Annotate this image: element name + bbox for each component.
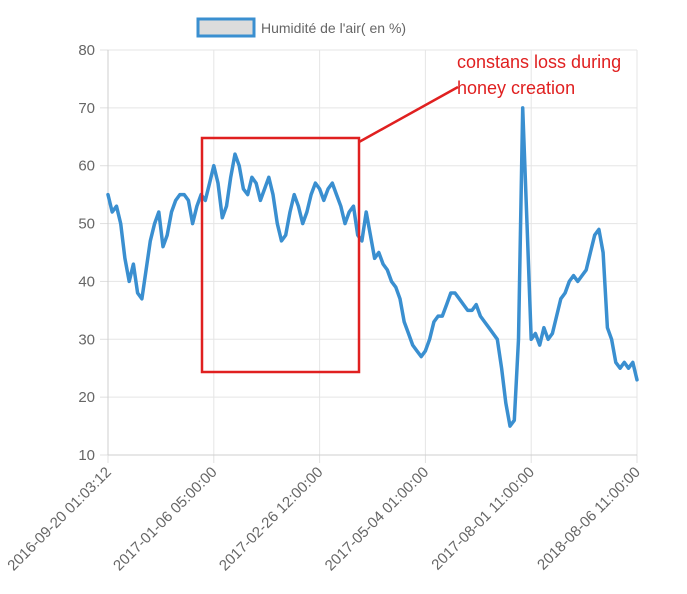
legend[interactable]: Humidité de l'air( en %) bbox=[196, 17, 406, 38]
x-tick-label: 2017-01-06 05:00:00 bbox=[110, 464, 221, 575]
y-tick-label: 20 bbox=[78, 389, 95, 406]
x-tick-label: 2017-08-01 11:00:00 bbox=[428, 464, 538, 574]
y-tick-label: 40 bbox=[78, 273, 95, 290]
x-tick-label: 2018-08-06 11:00:00 bbox=[534, 464, 644, 574]
annotation-pointer bbox=[358, 85, 459, 144]
y-tick-label: 80 bbox=[78, 42, 95, 59]
y-tick-label: 60 bbox=[78, 158, 95, 175]
series-line-humidity bbox=[106, 106, 639, 428]
legend-label[interactable]: Humidité de l'air( en %) bbox=[261, 20, 406, 36]
annotation: constans loss during honey creation bbox=[200, 52, 621, 374]
legend-swatch[interactable] bbox=[196, 17, 256, 38]
x-tick-label: 2017-02-26 12:00:00 bbox=[216, 464, 327, 575]
annotation-text-line2: honey creation bbox=[457, 78, 575, 98]
series-layer bbox=[106, 106, 639, 428]
axes bbox=[100, 49, 638, 463]
x-tick-label: 2017-05-04 01:00:00 bbox=[322, 464, 433, 575]
grid bbox=[107, 49, 638, 456]
y-tick-label: 50 bbox=[78, 216, 95, 233]
y-tick-label: 30 bbox=[78, 331, 95, 348]
x-tick-label: 2016-09-20 01:03:12 bbox=[4, 464, 115, 575]
annotation-box bbox=[200, 136, 361, 374]
y-tick-label: 10 bbox=[78, 447, 95, 464]
y-tick-label: 70 bbox=[78, 100, 95, 117]
y-axis-ticks: 10 20 30 40 50 60 70 80 bbox=[78, 42, 95, 464]
annotation-text-line1: constans loss during bbox=[457, 52, 621, 72]
